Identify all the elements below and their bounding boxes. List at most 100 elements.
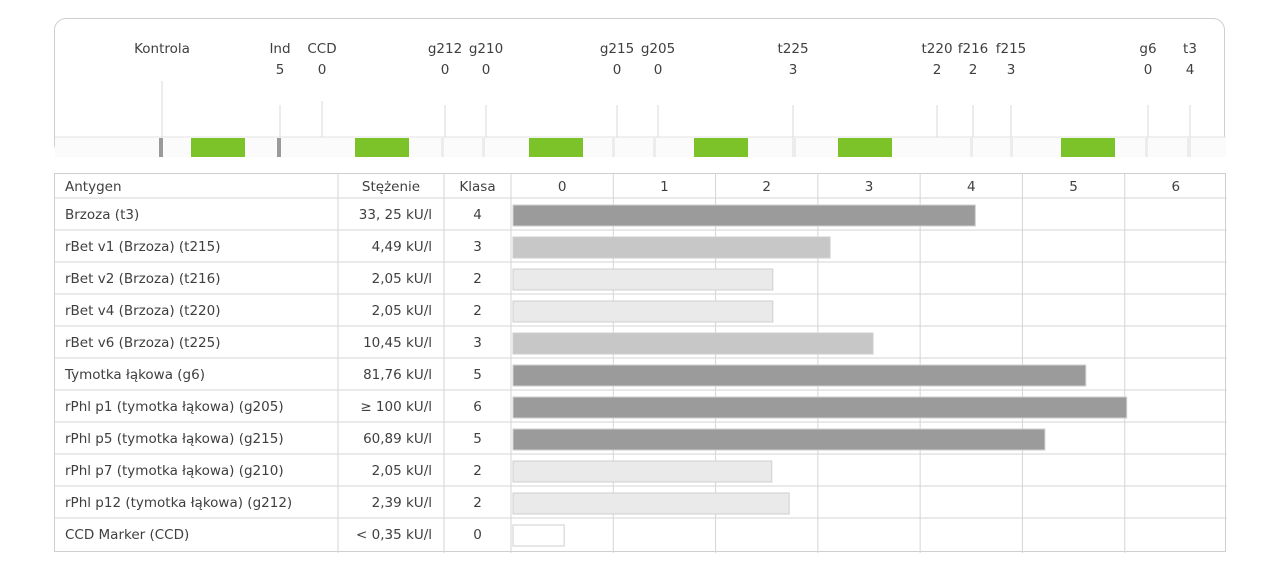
test-strip-svg: Kontrola Ind 5 CCD 0 g212 0 g210 0 g215 0 g205 0 t225…	[55, 41, 1226, 157]
row-class: 5	[473, 367, 482, 383]
bar	[512, 332, 874, 355]
x-tick-label: 1	[660, 179, 669, 195]
x-tick-label: 5	[1069, 179, 1078, 195]
bar	[512, 236, 831, 259]
row-antigen: rBet v1 (Brzoza) (t215)	[65, 239, 221, 255]
strip-label-value: 3	[1007, 62, 1016, 78]
strip-green-band	[694, 138, 748, 157]
strip-label-value: 2	[969, 62, 978, 78]
row-concentration: 33, 25 kU/l	[359, 207, 432, 223]
row-concentration: 2,39 kU/l	[372, 495, 432, 511]
x-tick-label: 6	[1172, 179, 1181, 195]
x-tick-label: 2	[762, 179, 771, 195]
strip-green-band	[529, 138, 583, 157]
strip-green-band	[355, 138, 409, 157]
row-antigen: CCD Marker (CCD)	[65, 527, 189, 543]
strip-label-name: t225	[777, 41, 808, 57]
row-class: 3	[473, 239, 482, 255]
strip-faint-band	[482, 138, 485, 157]
strip-label-value: 5	[276, 62, 285, 78]
bar	[512, 492, 790, 515]
strip-faint-band	[653, 138, 656, 157]
row-class: 2	[473, 495, 482, 511]
row-class: 3	[473, 335, 482, 351]
row-concentration: < 0,35 kU/l	[356, 527, 432, 543]
strip-label-name: Ind	[269, 41, 290, 57]
strip-faint-band	[1010, 138, 1013, 157]
strip-faint-band	[612, 138, 615, 157]
bar	[512, 524, 565, 547]
row-class: 6	[473, 399, 482, 415]
bar	[512, 428, 1046, 451]
strip-label-name: Kontrola	[134, 41, 190, 57]
strip-label-name: g212	[428, 41, 462, 57]
strip-label-name: f216	[958, 41, 989, 57]
row-concentration: 81,76 kU/l	[363, 367, 432, 383]
row-antigen: rPhl p7 (tymotka łąkowa) (g210)	[65, 463, 284, 479]
row-class: 2	[473, 303, 482, 319]
row-concentration: ≥ 100 kU/l	[360, 399, 432, 415]
row-antigen: Brzoza (t3)	[65, 207, 139, 223]
header-class: Klasa	[459, 179, 495, 195]
test-strip-panel: Kontrola Ind 5 CCD 0 g212 0 g210 0 g215 0 g205 0 t225…	[54, 18, 1226, 157]
strip-label-name: t220	[921, 41, 952, 57]
x-tick-label: 3	[865, 179, 874, 195]
row-antigen: rPhl p1 (tymotka łąkowa) (g205)	[65, 399, 284, 415]
strip-label-value: 0	[482, 62, 491, 78]
header-antigen: Antygen	[65, 179, 122, 195]
strip-label-value: 4	[1186, 62, 1195, 78]
row-antigen: rPhl p12 (tymotka łąkowa) (g212)	[65, 495, 292, 511]
row-class: 0	[473, 527, 482, 543]
strip-label-name: g6	[1139, 41, 1156, 57]
strip-label-value: 0	[654, 62, 663, 78]
strip-faint-band	[1187, 138, 1191, 157]
strip-track	[55, 137, 1226, 157]
strip-gray-band	[277, 138, 281, 157]
row-concentration: 4,49 kU/l	[372, 239, 432, 255]
row-class: 4	[473, 207, 482, 223]
row-class: 2	[473, 271, 482, 287]
strip-label-value: 2	[933, 62, 942, 78]
bar	[512, 204, 976, 227]
row-antigen: rBet v6 (Brzoza) (t225)	[65, 335, 221, 351]
x-tick-label: 4	[967, 179, 976, 195]
strip-label-value: 0	[1144, 62, 1153, 78]
row-concentration: 10,45 kU/l	[363, 335, 432, 351]
row-concentration: 2,05 kU/l	[372, 271, 432, 287]
x-tick-label: 0	[558, 179, 567, 195]
strip-faint-band	[792, 138, 796, 157]
bar	[512, 460, 773, 483]
strip-label-value: 0	[613, 62, 622, 78]
strip-green-band	[1061, 138, 1115, 157]
strip-faint-band	[441, 138, 444, 157]
row-antigen: rBet v2 (Brzoza) (t216)	[65, 271, 221, 287]
strip-green-band	[191, 138, 245, 157]
strip-label-value: 0	[318, 62, 327, 78]
bar	[512, 268, 774, 291]
strip-label-name: g210	[469, 41, 503, 57]
strip-green-band	[838, 138, 892, 157]
strip-label-value: 0	[441, 62, 450, 78]
row-antigen: rBet v4 (Brzoza) (t220)	[65, 303, 221, 319]
strip-label-name: g205	[641, 41, 675, 57]
strip-gray-band	[159, 138, 163, 157]
row-antigen: rPhl p5 (tymotka łąkowa) (g215)	[65, 431, 284, 447]
row-concentration: 2,05 kU/l	[372, 463, 432, 479]
row-class: 5	[473, 431, 482, 447]
strip-label-name: CCD	[307, 41, 336, 57]
results-table: Antygen Stężenie Klasa 0 1 2 3 4 5 6 Brzoza (t3) 33…	[54, 173, 1227, 553]
strip-label-name: t3	[1183, 41, 1197, 57]
header-concentration: Stężenie	[362, 179, 420, 195]
row-concentration: 60,89 kU/l	[363, 431, 432, 447]
bar	[512, 364, 1087, 387]
strip-label-name: f215	[996, 41, 1027, 57]
strip-label-value: 3	[789, 62, 798, 78]
bar	[512, 300, 774, 323]
row-class: 2	[473, 463, 482, 479]
strip-label-name: g215	[600, 41, 634, 57]
row-antigen: Tymotka łąkowa (g6)	[64, 367, 205, 383]
bar	[512, 396, 1128, 419]
strip-faint-band	[970, 138, 973, 157]
row-concentration: 2,05 kU/l	[372, 303, 432, 319]
